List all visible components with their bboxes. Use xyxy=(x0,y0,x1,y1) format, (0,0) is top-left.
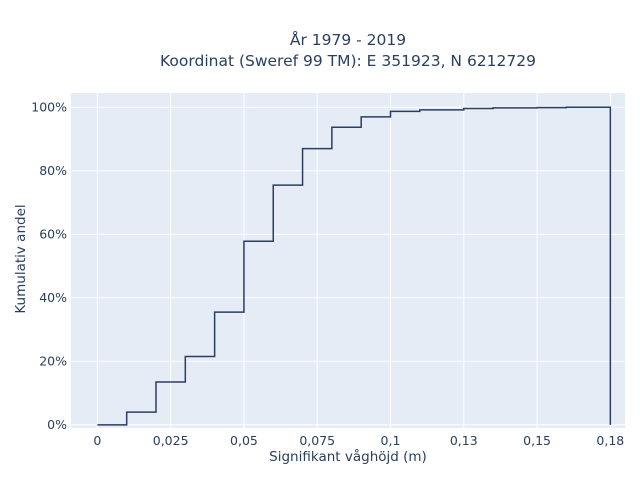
chart-title: År 1979 - 2019 xyxy=(290,30,406,49)
y-tick-label: 40% xyxy=(39,290,67,305)
cumulative-step-line xyxy=(97,106,612,426)
y-tick-label: 80% xyxy=(39,163,67,178)
x-tick-label: 0,025 xyxy=(153,433,189,448)
x-tick-label: 0,05 xyxy=(230,433,258,448)
chart-subtitle: Koordinat (Sweref 99 TM): E 351923, N 62… xyxy=(160,52,536,70)
y-tick-label: 100% xyxy=(31,99,67,114)
series-layer xyxy=(97,106,612,426)
x-tick-label: 0,1 xyxy=(381,433,401,448)
y-tick-label: 20% xyxy=(39,353,67,368)
x-tick-labels: 0 0,025 0,05 0,075 0,1 0,13 0,15 0,18 xyxy=(93,433,624,448)
y-tick-label: 60% xyxy=(39,226,67,241)
y-tick-label: 0% xyxy=(47,417,67,432)
x-tick-label: 0,15 xyxy=(523,433,551,448)
x-axis-title: Signifikant våghöjd (m) xyxy=(269,448,427,465)
plot-area xyxy=(71,93,625,428)
y-axis-title: Kumulativ andel xyxy=(13,204,29,313)
x-tick-label: 0,075 xyxy=(299,433,335,448)
x-tick-label: 0,13 xyxy=(450,433,478,448)
x-tick-label: 0 xyxy=(93,433,101,448)
x-tick-label: 0,18 xyxy=(596,433,624,448)
y-tick-labels: 0% 20% 40% 60% 80% 100% xyxy=(31,99,67,432)
